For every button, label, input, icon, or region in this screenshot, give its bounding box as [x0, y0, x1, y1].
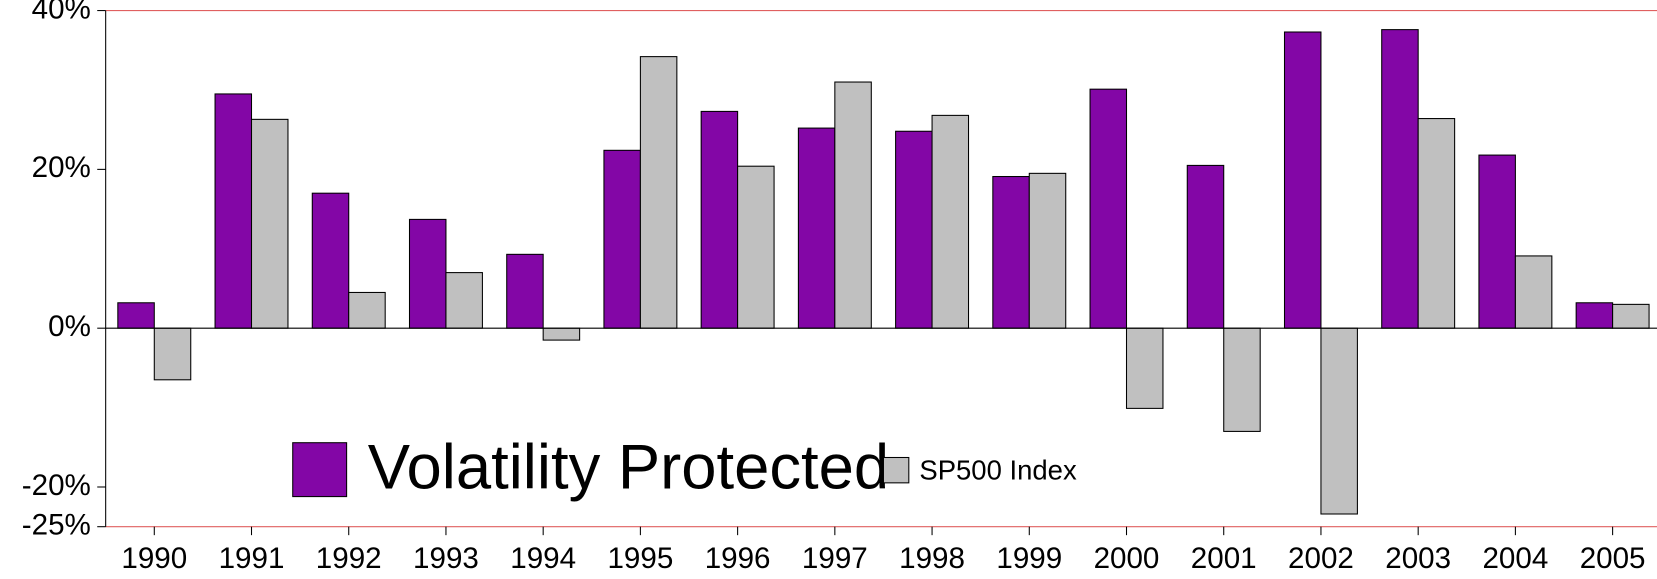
bar — [1186, 164, 1225, 329]
x-tick-label: 2002 — [1288, 542, 1354, 575]
bar — [797, 127, 836, 329]
y-tick-label: -25% — [22, 509, 91, 542]
bar — [1028, 172, 1067, 329]
y-tick-label: -20% — [22, 469, 91, 502]
x-tick-label: 2001 — [1191, 542, 1257, 575]
bar — [1283, 31, 1322, 329]
x-tick-label: 1990 — [121, 542, 187, 575]
bar — [1612, 303, 1650, 329]
y-tick-label: 40% — [32, 0, 91, 25]
x-tick-label: 2000 — [1094, 542, 1160, 575]
x-tick-label: 2003 — [1385, 542, 1451, 575]
bar — [931, 114, 970, 329]
bar — [639, 56, 678, 329]
x-tick-label: 2005 — [1580, 542, 1646, 575]
bar — [1417, 118, 1456, 329]
x-tick-label: 1997 — [802, 542, 868, 575]
x-tick-label: 1998 — [899, 542, 965, 575]
legend-label: Volatility Protected — [368, 433, 889, 503]
bar — [1125, 327, 1164, 409]
x-tick-label: 1999 — [996, 542, 1062, 575]
x-tick-label: 1993 — [413, 542, 479, 575]
x-tick-label: 2004 — [1482, 542, 1548, 575]
bar — [506, 253, 544, 329]
bar — [895, 130, 933, 329]
legend-label: SP500 Index — [919, 455, 1077, 486]
y-tick-label: 0% — [48, 310, 91, 343]
legend-swatch — [882, 456, 910, 484]
x-tick-label: 1996 — [705, 542, 771, 575]
bar — [1320, 327, 1358, 515]
y-tick-label: 20% — [32, 151, 91, 184]
bar — [1514, 255, 1553, 329]
bar — [1478, 154, 1516, 329]
bar — [603, 149, 641, 329]
x-tick-label: 1994 — [510, 542, 576, 575]
bar — [1089, 88, 1128, 329]
bar — [737, 165, 775, 329]
bar — [445, 272, 483, 329]
bar — [348, 291, 386, 329]
x-tick-label: 1995 — [607, 542, 673, 575]
bar — [1575, 302, 1614, 329]
x-tick-label: 1991 — [219, 542, 285, 575]
bar — [542, 327, 581, 341]
bar — [117, 302, 155, 329]
bar — [214, 93, 253, 329]
bar — [1223, 327, 1261, 432]
bar — [311, 192, 350, 329]
bar — [250, 118, 289, 329]
x-tick-label: 1992 — [316, 542, 382, 575]
bar — [408, 218, 447, 329]
bar — [992, 175, 1030, 329]
bar — [700, 110, 739, 329]
legend-swatch — [292, 442, 348, 498]
bar — [153, 327, 192, 381]
bar — [1381, 29, 1419, 329]
bar — [834, 81, 872, 329]
